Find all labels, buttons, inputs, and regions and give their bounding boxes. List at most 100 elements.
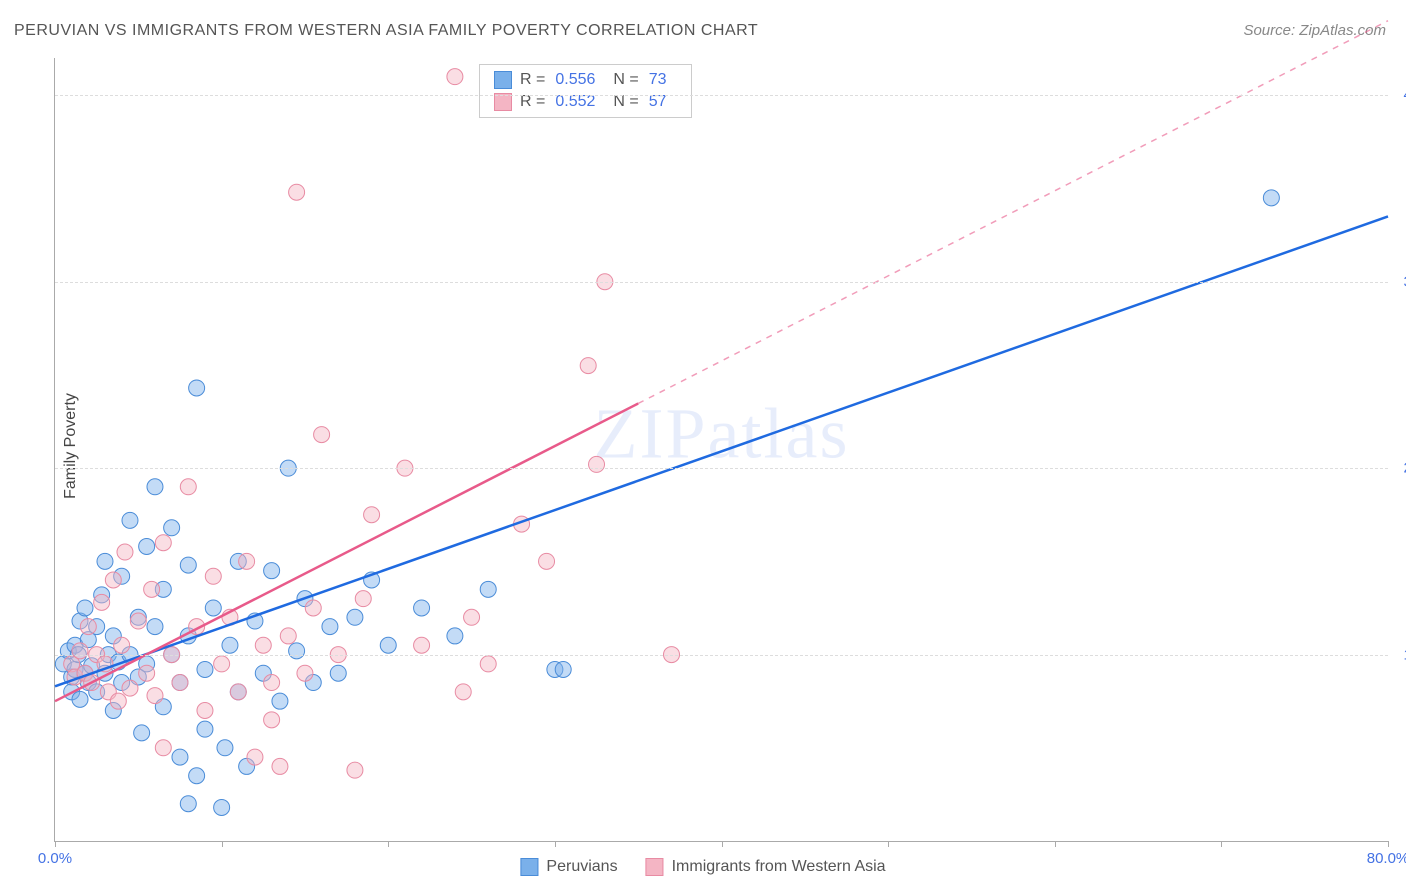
- data-point: [139, 538, 155, 554]
- data-point: [247, 749, 263, 765]
- data-point: [380, 637, 396, 653]
- legend-item-1: Immigrants from Western Asia: [646, 858, 886, 876]
- gridline-y: [55, 655, 1388, 656]
- data-point: [134, 725, 150, 741]
- series-name-0: Peruvians: [546, 858, 617, 876]
- data-point: [205, 600, 221, 616]
- data-point: [214, 656, 230, 672]
- xtick: [1388, 841, 1389, 847]
- data-point: [214, 799, 230, 815]
- stats-legend-box: R = 0.556 N = 73 R = 0.552 N = 57: [479, 64, 692, 118]
- data-point: [72, 643, 88, 659]
- data-point: [414, 600, 430, 616]
- data-point: [222, 637, 238, 653]
- data-point: [110, 693, 126, 709]
- data-point: [180, 796, 196, 812]
- xtick: [1055, 841, 1056, 847]
- data-point: [555, 661, 571, 677]
- data-point: [480, 656, 496, 672]
- data-point: [147, 619, 163, 635]
- data-point: [189, 768, 205, 784]
- legend-item-0: Peruvians: [520, 858, 617, 876]
- series-name-1: Immigrants from Western Asia: [672, 858, 886, 876]
- xtick-label-left: 0.0%: [38, 850, 72, 867]
- data-point: [364, 507, 380, 523]
- data-point: [239, 553, 255, 569]
- data-point: [197, 703, 213, 719]
- data-point: [347, 762, 363, 778]
- data-point: [155, 535, 171, 551]
- xtick: [222, 841, 223, 847]
- data-point: [117, 544, 133, 560]
- data-point: [230, 684, 246, 700]
- data-point: [147, 688, 163, 704]
- data-point: [139, 665, 155, 681]
- data-point: [197, 721, 213, 737]
- trend-line: [55, 216, 1388, 686]
- data-point: [205, 568, 221, 584]
- xtick: [722, 841, 723, 847]
- data-point: [480, 581, 496, 597]
- source-attribution: Source: ZipAtlas.com: [1243, 22, 1386, 39]
- series-legend: Peruvians Immigrants from Western Asia: [520, 858, 885, 876]
- gridline-y: [55, 468, 1388, 469]
- data-point: [414, 637, 430, 653]
- data-point: [272, 758, 288, 774]
- data-point: [72, 691, 88, 707]
- data-point: [197, 661, 213, 677]
- swatch-series-1-bottom: [646, 858, 664, 876]
- data-point: [180, 479, 196, 495]
- data-point: [189, 380, 205, 396]
- data-point: [297, 665, 313, 681]
- scatter-plot-svg: [55, 58, 1388, 841]
- xtick-label-right: 80.0%: [1367, 850, 1406, 867]
- data-point: [322, 619, 338, 635]
- stats-row-series-0: R = 0.556 N = 73: [494, 69, 677, 91]
- data-point: [289, 184, 305, 200]
- xtick: [55, 841, 56, 847]
- gridline-y: [55, 282, 1388, 283]
- data-point: [1263, 190, 1279, 206]
- data-point: [180, 557, 196, 573]
- gridline-y: [55, 95, 1388, 96]
- data-point: [80, 619, 96, 635]
- data-point: [144, 581, 160, 597]
- data-point: [330, 665, 346, 681]
- data-point: [94, 594, 110, 610]
- xtick: [388, 841, 389, 847]
- swatch-series-0-bottom: [520, 858, 538, 876]
- r-label: R =: [520, 71, 545, 89]
- data-point: [314, 427, 330, 443]
- data-point: [305, 600, 321, 616]
- data-point: [355, 591, 371, 607]
- chart-plot-area: ZIPatlas R = 0.556 N = 73 R = 0.552 N = …: [54, 58, 1388, 842]
- data-point: [155, 740, 171, 756]
- data-point: [122, 680, 138, 696]
- data-point: [264, 563, 280, 579]
- r-value-0: 0.556: [555, 71, 595, 89]
- chart-title: PERUVIAN VS IMMIGRANTS FROM WESTERN ASIA…: [14, 22, 758, 40]
- n-label: N =: [613, 71, 638, 89]
- data-point: [464, 609, 480, 625]
- data-point: [455, 684, 471, 700]
- data-point: [172, 749, 188, 765]
- data-point: [580, 358, 596, 374]
- data-point: [589, 456, 605, 472]
- xtick: [555, 841, 556, 847]
- xtick: [1221, 841, 1222, 847]
- data-point: [447, 628, 463, 644]
- data-point: [114, 637, 130, 653]
- data-point: [280, 628, 296, 644]
- trend-line-dashed: [638, 21, 1388, 404]
- data-point: [264, 712, 280, 728]
- data-point: [447, 69, 463, 85]
- data-point: [255, 637, 271, 653]
- xtick: [888, 841, 889, 847]
- data-point: [77, 600, 93, 616]
- swatch-series-0: [494, 71, 512, 89]
- data-point: [289, 643, 305, 659]
- data-point: [147, 479, 163, 495]
- data-point: [172, 675, 188, 691]
- data-point: [130, 613, 146, 629]
- data-point: [347, 609, 363, 625]
